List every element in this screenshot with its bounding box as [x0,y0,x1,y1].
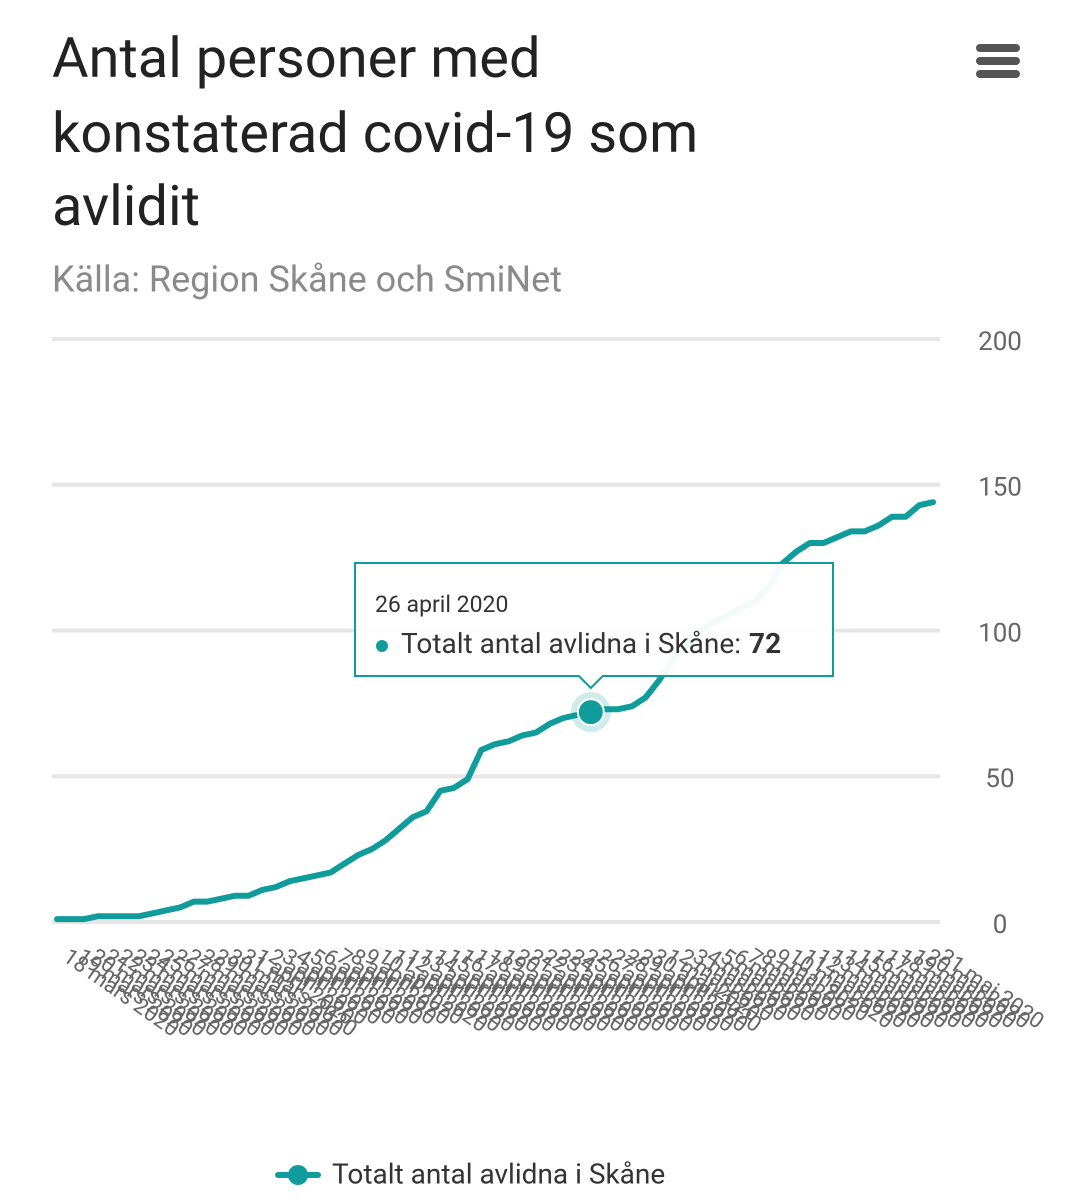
menu-button[interactable] [976,44,1020,78]
legend-label: Totalt antal avlidna i Skåne [332,1157,665,1190]
tooltip-box [354,562,834,690]
menu-bar [976,44,1020,52]
menu-bar [976,57,1020,65]
menu-bar [976,70,1020,78]
y-tick-label: 0 [993,910,1008,940]
y-tick-label: 100 [978,618,1022,648]
chart-title: konstaterad covid-19 som [52,100,698,166]
legend-dot [288,1165,308,1185]
chart-title: Antal personer med [52,25,541,91]
tooltip-text: Totalt antal avlidna i Skåne: 72 [401,627,781,660]
y-tick-label: 150 [978,473,1022,503]
chart-title: avlidit [52,173,200,239]
y-tick-label: 200 [978,327,1022,357]
data-line [54,499,936,923]
tooltip-dot [376,640,388,652]
tooltip-value: 72 [749,627,781,660]
chart-subtitle: Källa: Region Skåne och SmiNet [52,259,562,301]
highlight-point [576,698,605,727]
tooltip-label: Totalt antal avlidna i Skåne: [401,627,741,660]
tooltip-date: 26 april 2020 [375,591,508,618]
y-tick-label: 50 [985,764,1014,794]
